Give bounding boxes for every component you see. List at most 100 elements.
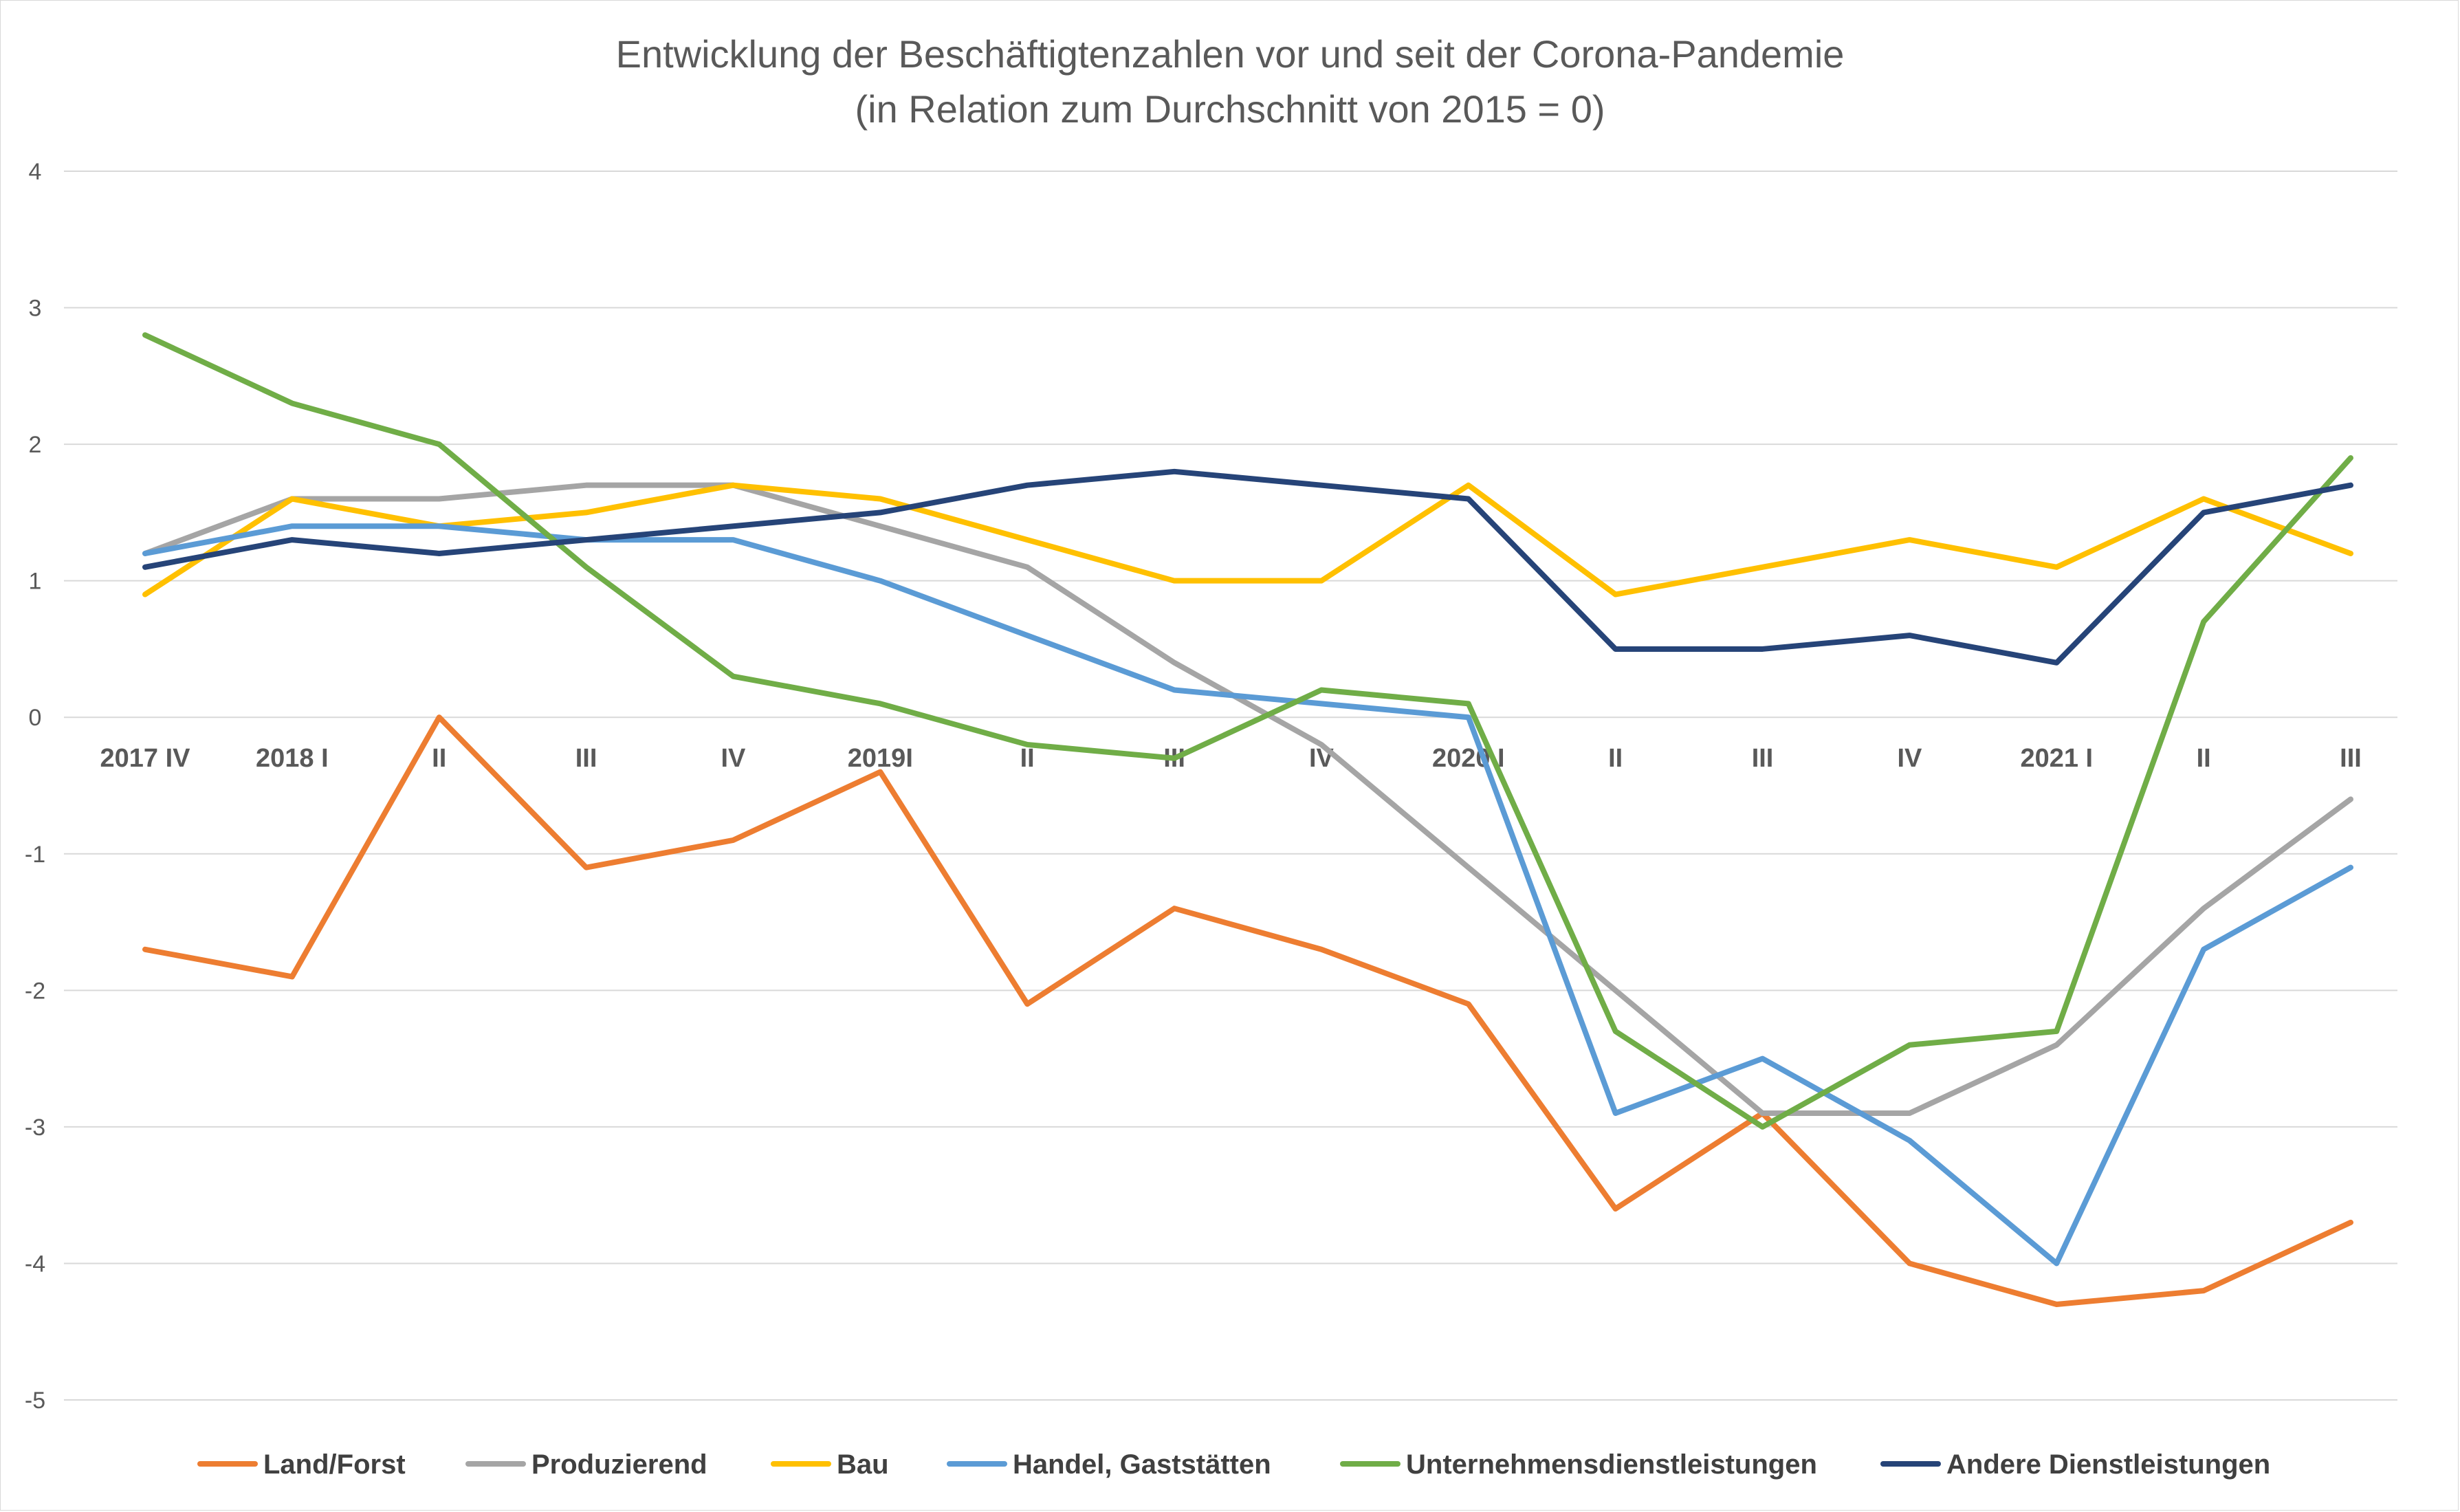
x-tick-label: II — [1020, 744, 1035, 773]
data-point — [584, 510, 589, 515]
data-point — [1760, 565, 1766, 570]
legend-item: Bau — [771, 1449, 889, 1480]
data-point — [1024, 1001, 1030, 1007]
data-point — [142, 332, 148, 338]
y-tick-label: 3 — [29, 296, 42, 322]
data-point — [1172, 756, 1177, 761]
data-point — [437, 441, 442, 447]
data-point — [2348, 455, 2353, 461]
legend-item: Andere Dienstleistungen — [1880, 1449, 2270, 1480]
y-tick-label: -4 — [25, 1251, 45, 1277]
data-point — [142, 592, 148, 598]
data-point — [1172, 660, 1177, 666]
data-point — [142, 551, 148, 556]
data-point — [1466, 701, 1471, 706]
y-tick-label: 4 — [29, 159, 42, 185]
data-point — [2201, 906, 2206, 911]
data-point — [2201, 510, 2206, 515]
data-point — [1319, 688, 1324, 693]
data-point — [1024, 483, 1030, 488]
data-point — [142, 947, 148, 952]
data-point — [1466, 714, 1471, 720]
series-4 — [142, 332, 2353, 1130]
data-point — [437, 551, 442, 556]
x-tick-label: 2017 IV — [100, 744, 191, 773]
data-point — [730, 674, 736, 679]
data-point — [2201, 947, 2206, 952]
data-point — [1319, 483, 1324, 488]
data-point — [1907, 1138, 1912, 1143]
data-point — [1024, 633, 1030, 638]
series-5 — [142, 468, 2353, 666]
data-point — [1613, 646, 1618, 652]
data-point — [1613, 987, 1618, 993]
legend-label: Land/Forst — [263, 1449, 406, 1480]
data-point — [1907, 537, 1912, 543]
y-tick-label: -5 — [25, 1388, 45, 1414]
y-tick-label: 0 — [29, 705, 42, 731]
data-point — [1760, 646, 1766, 652]
data-point — [584, 865, 589, 870]
data-point — [289, 537, 295, 543]
data-point — [2054, 1042, 2059, 1048]
data-point — [2054, 1029, 2059, 1034]
data-point — [289, 974, 295, 979]
series-line — [142, 332, 2353, 1130]
data-point — [1024, 537, 1030, 543]
series-3 — [142, 523, 2353, 1267]
data-point — [1319, 742, 1324, 747]
data-point — [1613, 1029, 1618, 1034]
data-point — [1907, 1260, 1912, 1266]
x-tick-label: II — [2197, 744, 2211, 773]
chart-subtitle: (in Relation zum Durchschnitt von 2015 =… — [855, 87, 1605, 131]
data-point — [289, 496, 295, 502]
data-point — [2054, 1260, 2059, 1266]
data-point — [584, 483, 589, 488]
legend-label: Produzierend — [531, 1449, 707, 1480]
data-point — [1466, 1001, 1471, 1007]
data-point — [877, 578, 883, 584]
data-point — [730, 483, 736, 488]
data-point — [1024, 742, 1030, 747]
data-point — [1907, 633, 1912, 638]
data-point — [289, 401, 295, 406]
data-point — [1319, 947, 1324, 952]
data-point — [437, 523, 442, 529]
legend-label: Unternehmensdienstleistungen — [1406, 1449, 1817, 1480]
data-point — [437, 714, 442, 720]
data-point — [877, 510, 883, 515]
x-tick-label: II — [432, 744, 446, 773]
data-point — [2348, 865, 2353, 870]
legend-label: Bau — [837, 1449, 889, 1480]
data-point — [730, 537, 736, 543]
data-point — [1024, 565, 1030, 570]
data-point — [730, 523, 736, 529]
data-point — [1613, 1110, 1618, 1116]
x-tick-label: III — [575, 744, 597, 773]
x-tick-label: IV — [1897, 744, 1922, 773]
y-tick-label: -3 — [25, 1115, 45, 1141]
y-axis-ticks: -5 -4 -3 -2 -1 0 1 2 3 4 — [25, 159, 45, 1414]
legend-label: Andere Dienstleistungen — [1946, 1449, 2270, 1480]
data-point — [1466, 865, 1471, 870]
series-0 — [142, 714, 2353, 1308]
data-point — [1172, 578, 1177, 584]
data-point — [1172, 906, 1177, 911]
data-point — [2054, 565, 2059, 570]
legend-item: Unternehmensdienstleistungen — [1340, 1449, 1817, 1480]
chart-title: Entwicklung der Beschäftigtenzahlen vor … — [616, 32, 1845, 76]
legend-item: Land/Forst — [197, 1449, 406, 1480]
series-line — [142, 468, 2353, 666]
data-point — [1907, 1042, 1912, 1048]
data-point — [1319, 701, 1324, 706]
legend: Land/Forst Produzierend Bau Handel, Gaststä… — [197, 1449, 2270, 1480]
legend-item: Handel, Gaststätten — [947, 1449, 1271, 1480]
data-point — [1172, 469, 1177, 474]
data-point — [584, 565, 589, 570]
x-tick-label: IV — [1309, 744, 1335, 773]
x-tick-label: III — [2340, 744, 2362, 773]
data-point — [2054, 660, 2059, 666]
data-point — [1466, 483, 1471, 488]
